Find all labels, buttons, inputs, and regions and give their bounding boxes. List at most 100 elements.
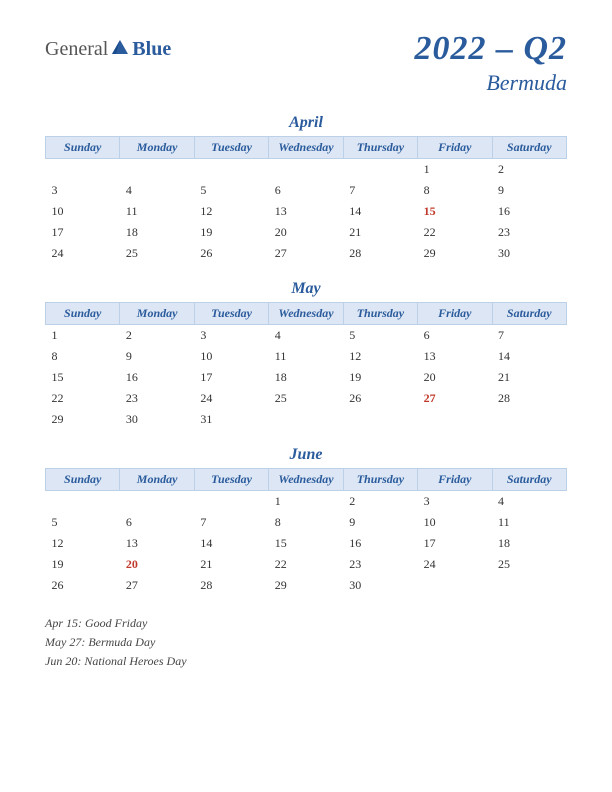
calendar-row: 10111213141516 [46, 201, 567, 222]
calendar-cell: 6 [120, 512, 194, 533]
calendar-cell: 1 [418, 159, 492, 181]
calendar-cell: 5 [194, 180, 268, 201]
calendar-cell [46, 491, 120, 513]
calendar-cell: 20 [269, 222, 343, 243]
day-header: Sunday [46, 303, 120, 325]
calendar-cell: 10 [418, 512, 492, 533]
calendar-cell: 15 [269, 533, 343, 554]
calendar-cell: 13 [418, 346, 492, 367]
calendar-row: 567891011 [46, 512, 567, 533]
calendar-cell: 26 [194, 243, 268, 264]
month-name: May [45, 280, 567, 298]
calendar-cell: 18 [120, 222, 194, 243]
calendar-row: 12 [46, 159, 567, 181]
calendar-cell: 13 [120, 533, 194, 554]
calendar-cell: 16 [343, 533, 417, 554]
calendar-cell: 22 [269, 554, 343, 575]
calendar-cell: 14 [343, 201, 417, 222]
calendar-cell: 21 [343, 222, 417, 243]
day-header: Wednesday [269, 137, 343, 159]
calendar-cell: 19 [343, 367, 417, 388]
day-header: Thursday [343, 303, 417, 325]
calendar-cell: 9 [120, 346, 194, 367]
calendar-cell: 11 [269, 346, 343, 367]
calendar-cell: 27 [418, 388, 492, 409]
calendar-cell: 12 [194, 201, 268, 222]
calendar-cell: 8 [269, 512, 343, 533]
holiday-item: May 27: Bermuda Day [45, 633, 567, 652]
calendar-cell: 5 [343, 325, 417, 347]
calendar-cell: 7 [492, 325, 566, 347]
calendar-cell: 21 [194, 554, 268, 575]
calendar-cell: 7 [194, 512, 268, 533]
calendar-cell [194, 159, 268, 181]
calendar-cell: 29 [418, 243, 492, 264]
calendar-cell: 14 [194, 533, 268, 554]
calendar-table: SundayMondayTuesdayWednesdayThursdayFrid… [45, 302, 567, 430]
calendar-cell: 28 [492, 388, 566, 409]
calendar-cell [120, 159, 194, 181]
calendar-cell: 23 [120, 388, 194, 409]
calendar-cell [46, 159, 120, 181]
calendar-cell: 25 [269, 388, 343, 409]
month-block: AprilSundayMondayTuesdayWednesdayThursda… [45, 114, 567, 264]
calendar-cell: 28 [194, 575, 268, 596]
calendar-row: 1234567 [46, 325, 567, 347]
calendar-cell: 22 [46, 388, 120, 409]
calendar-cell [492, 409, 566, 430]
calendar-cell: 30 [120, 409, 194, 430]
day-header: Tuesday [194, 303, 268, 325]
calendar-cell: 1 [46, 325, 120, 347]
calendar-cell: 1 [269, 491, 343, 513]
calendar-cell: 8 [418, 180, 492, 201]
calendar-cell: 30 [492, 243, 566, 264]
calendar-cell [269, 409, 343, 430]
calendar-cell: 12 [46, 533, 120, 554]
day-header: Wednesday [269, 303, 343, 325]
page-title: 2022 – Q2 [414, 30, 567, 68]
calendar-cell: 24 [418, 554, 492, 575]
calendar-cell: 9 [343, 512, 417, 533]
page-subtitle: Bermuda [414, 70, 567, 96]
day-header: Friday [418, 303, 492, 325]
calendar-cell: 29 [269, 575, 343, 596]
calendar-row: 15161718192021 [46, 367, 567, 388]
day-header: Monday [120, 303, 194, 325]
calendar-row: 12131415161718 [46, 533, 567, 554]
calendar-cell: 27 [269, 243, 343, 264]
calendar-cell: 22 [418, 222, 492, 243]
calendar-cell: 5 [46, 512, 120, 533]
holiday-item: Jun 20: National Heroes Day [45, 652, 567, 671]
calendar-cell: 26 [46, 575, 120, 596]
calendar-cell [418, 409, 492, 430]
calendar-cell: 3 [418, 491, 492, 513]
calendar-cell: 17 [194, 367, 268, 388]
calendar-cell: 19 [194, 222, 268, 243]
calendar-cell: 11 [492, 512, 566, 533]
calendar-cell: 6 [269, 180, 343, 201]
calendar-cell: 18 [269, 367, 343, 388]
calendar-cell: 23 [492, 222, 566, 243]
calendar-cell: 16 [492, 201, 566, 222]
calendar-cell: 16 [120, 367, 194, 388]
calendar-cell: 17 [418, 533, 492, 554]
day-header: Thursday [343, 137, 417, 159]
calendar-cell: 14 [492, 346, 566, 367]
day-header: Friday [418, 137, 492, 159]
calendar-row: 22232425262728 [46, 388, 567, 409]
calendar-cell: 18 [492, 533, 566, 554]
day-header: Sunday [46, 469, 120, 491]
calendar-cell: 25 [492, 554, 566, 575]
calendar-cell [120, 491, 194, 513]
calendar-row: 17181920212223 [46, 222, 567, 243]
month-name: June [45, 446, 567, 464]
calendar-row: 293031 [46, 409, 567, 430]
calendar-cell: 13 [269, 201, 343, 222]
calendar-cell: 6 [418, 325, 492, 347]
day-header: Wednesday [269, 469, 343, 491]
calendar-cell: 4 [120, 180, 194, 201]
calendar-cell: 15 [46, 367, 120, 388]
logo-text-general: General [45, 38, 108, 61]
title-block: 2022 – Q2 Bermuda [414, 30, 567, 96]
months-container: AprilSundayMondayTuesdayWednesdayThursda… [45, 114, 567, 596]
